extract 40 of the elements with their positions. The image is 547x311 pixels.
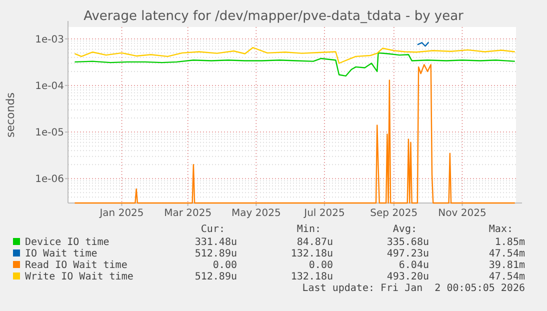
text: 132.18u xyxy=(290,272,333,282)
text: 47.54m xyxy=(488,248,525,260)
chart-title: Average latency for /dev/mapper/pve-data_tdata - by year xyxy=(84,9,464,24)
text: 6.04u xyxy=(398,260,429,271)
text: 512.89u xyxy=(194,248,237,260)
y-tick-label: 1e-06 xyxy=(35,174,64,186)
text: 331.48u xyxy=(194,237,237,248)
x-tick-label: Nov 2025 xyxy=(438,208,486,219)
text: 335.68u xyxy=(386,237,429,248)
text: 84.87u xyxy=(296,237,333,248)
x-tick-label: Jul 2025 xyxy=(303,208,345,219)
text: 493.20u xyxy=(386,272,429,282)
y-axis-title: seconds xyxy=(4,92,17,138)
text: 47.54m xyxy=(488,272,525,282)
x-tick-label: Sep 2025 xyxy=(370,208,418,219)
line-series xyxy=(74,47,516,64)
text: Cur: xyxy=(200,224,225,235)
text: Min: xyxy=(296,224,321,235)
legend-label: Read IO Wait time xyxy=(25,260,128,271)
text: 39.81m xyxy=(488,260,525,271)
text: 1.85m xyxy=(494,237,525,248)
x-tick-label: May 2025 xyxy=(232,208,281,219)
text: 0.00 xyxy=(308,260,333,271)
text: Max: xyxy=(488,224,513,235)
text: Last update: Fri Jan 2 00:05:05 2026 xyxy=(302,283,525,294)
text: 132.18u xyxy=(290,248,333,260)
text: 512.89u xyxy=(194,272,237,282)
text: 0.00 xyxy=(212,260,237,271)
y-tick-label: 1e-04 xyxy=(35,80,64,92)
y-tick-label: 1e-03 xyxy=(35,34,64,46)
line-series xyxy=(74,64,516,204)
legend-label: Write IO Wait time xyxy=(25,272,134,282)
legend-label: Device IO time xyxy=(25,237,110,248)
text: 497.23u xyxy=(386,248,429,260)
legend-label: IO Wait time xyxy=(25,248,98,260)
line-series xyxy=(74,52,516,77)
text: Avg: xyxy=(392,224,417,235)
y-tick-label: 1e-05 xyxy=(35,128,64,139)
x-tick-label: Jan 2025 xyxy=(98,208,144,219)
x-tick-label: Mar 2025 xyxy=(164,208,212,219)
